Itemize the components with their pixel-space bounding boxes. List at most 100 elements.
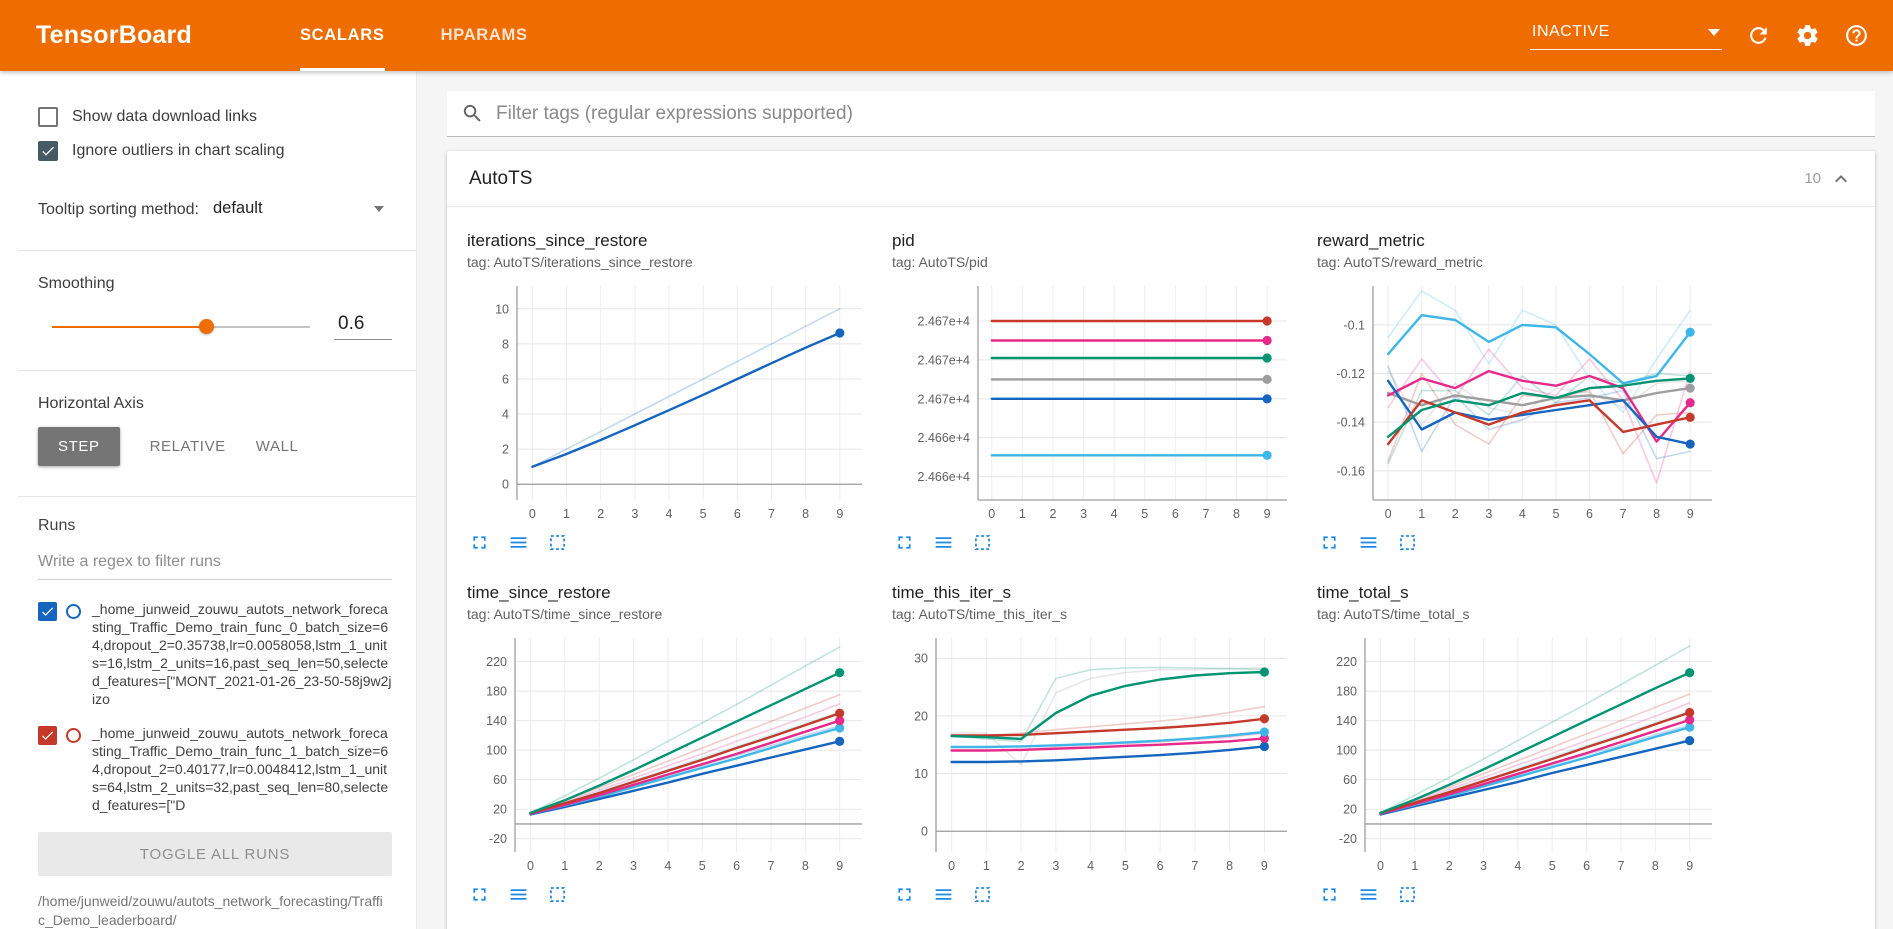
app-header: TensorBoard SCALARS HPARAMS INACTIVE: [0, 0, 1893, 71]
settings-icon[interactable]: [1795, 23, 1820, 48]
status-dropdown[interactable]: INACTIVE: [1530, 21, 1722, 50]
chart-actions: [469, 532, 874, 553]
svg-text:1: 1: [1019, 507, 1026, 521]
data-table-icon[interactable]: [1358, 532, 1379, 553]
svg-text:140: 140: [1336, 714, 1357, 728]
slider-thumb[interactable]: [199, 319, 215, 334]
scalar-chart-card: time_this_iter_s tag: AutoTS/time_this_it…: [892, 583, 1299, 905]
chart-plot[interactable]: -20 20 60 100 140 180 220 0 1 2 3 4 5 6 7 8 9: [467, 626, 874, 882]
chart-plot[interactable]: -20 20 60 100 140 180 220 0 1 2 3 4 5 6 7 8 9: [1317, 626, 1724, 882]
run-checkbox[interactable]: [38, 726, 57, 745]
runs-filter-input[interactable]: [38, 549, 392, 580]
svg-text:0: 0: [988, 507, 995, 521]
divider: [18, 250, 416, 251]
runs-list: _home_junweid_zouwu_autots_network_forec…: [38, 600, 392, 814]
chart-plot[interactable]: 0 2 4 6 8 10 0 1 2 3 4 5 6 7 8 9: [467, 274, 874, 530]
tag-group-title: AutoTS: [469, 167, 533, 189]
run-radio[interactable]: [66, 604, 81, 619]
svg-text:8: 8: [802, 507, 809, 521]
svg-text:4: 4: [1087, 859, 1094, 873]
pin-icon[interactable]: [1397, 884, 1418, 905]
svg-text:7: 7: [1620, 507, 1627, 521]
data-table-icon[interactable]: [933, 884, 954, 905]
svg-text:2: 2: [502, 443, 509, 457]
checkbox-row: Show data download links: [38, 107, 392, 127]
chart-actions: [894, 884, 1299, 905]
fullscreen-icon[interactable]: [1319, 532, 1340, 553]
svg-text:140: 140: [486, 714, 507, 728]
chart-tag: tag: AutoTS/reward_metric: [1317, 254, 1483, 270]
checked-checkbox[interactable]: [38, 141, 58, 161]
smoothing-slider[interactable]: [52, 318, 310, 336]
pin-icon[interactable]: [1397, 532, 1418, 553]
svg-text:9: 9: [836, 859, 843, 873]
pin-icon[interactable]: [972, 532, 993, 553]
svg-text:6: 6: [734, 507, 741, 521]
fullscreen-icon[interactable]: [469, 884, 490, 905]
fullscreen-icon[interactable]: [894, 884, 915, 905]
pin-icon[interactable]: [547, 884, 568, 905]
svg-text:6: 6: [502, 372, 509, 386]
axis-option-step[interactable]: STEP: [38, 427, 120, 466]
run-name: _home_junweid_zouwu_autots_network_forec…: [92, 601, 392, 707]
tag-filter-input[interactable]: [496, 102, 1861, 125]
svg-text:10: 10: [495, 302, 509, 316]
svg-text:0: 0: [502, 478, 509, 492]
svg-text:6: 6: [1157, 859, 1164, 873]
chart-tag: tag: AutoTS/iterations_since_restore: [467, 254, 693, 270]
svg-text:2: 2: [597, 507, 604, 521]
toggle-all-runs-button[interactable]: TOGGLE ALL RUNS: [38, 832, 392, 876]
svg-text:4: 4: [664, 859, 671, 873]
svg-text:2: 2: [1446, 859, 1453, 873]
tooltip-sorting-row: Tooltip sorting method: default: [38, 199, 392, 220]
pin-icon[interactable]: [547, 532, 568, 553]
header-actions: INACTIVE: [1530, 0, 1869, 71]
svg-text:3: 3: [1480, 859, 1487, 873]
fullscreen-icon[interactable]: [894, 532, 915, 553]
tab-hparams[interactable]: HPARAMS: [413, 0, 556, 71]
refresh-icon[interactable]: [1746, 23, 1771, 48]
svg-text:1: 1: [1418, 507, 1425, 521]
axis-option-relative[interactable]: RELATIVE: [150, 427, 226, 466]
svg-text:1: 1: [561, 859, 568, 873]
fullscreen-icon[interactable]: [469, 532, 490, 553]
run-item: _home_junweid_zouwu_autots_network_forec…: [38, 600, 392, 708]
chart-plot[interactable]: 0 10 20 30 0 1 2 3 4 5 6 7 8 9: [892, 626, 1299, 882]
chevron-down-icon: [1708, 28, 1720, 36]
svg-text:3: 3: [631, 507, 638, 521]
tooltip-sorting-select[interactable]: default: [213, 199, 392, 220]
svg-text:7: 7: [1191, 859, 1198, 873]
pin-icon[interactable]: [972, 884, 993, 905]
chart-plot[interactable]: 2.467e+4 2.467e+4 2.467e+4 2.466e+4 2.466e+4…: [892, 274, 1299, 530]
collapse-section-icon[interactable]: [1829, 167, 1853, 191]
fullscreen-icon[interactable]: [1319, 884, 1340, 905]
scalar-chart-card: time_since_restore tag: AutoTS/time_since…: [467, 583, 874, 905]
tab-scalars[interactable]: SCALARS: [272, 0, 413, 71]
help-icon[interactable]: [1844, 23, 1869, 48]
svg-text:180: 180: [1336, 685, 1357, 699]
svg-text:9: 9: [1261, 859, 1268, 873]
svg-text:-0.1: -0.1: [1343, 318, 1365, 332]
svg-text:9: 9: [836, 507, 843, 521]
horizontal-axis-buttons: STEP RELATIVE WALL: [38, 427, 392, 466]
scalar-chart-card: pid tag: AutoTS/pid 2.467e+4 2.467e+4 2.467e…: [892, 231, 1299, 553]
data-table-icon[interactable]: [933, 532, 954, 553]
data-table-icon[interactable]: [508, 532, 529, 553]
content: Show data download links Ignore outliers …: [0, 71, 1893, 929]
chart-plot[interactable]: -0.1 -0.12 -0.14 -0.16 0 1 2 3 4 5 6 7 8 9: [1317, 274, 1724, 530]
unchecked-checkbox[interactable]: [38, 107, 58, 127]
svg-text:20: 20: [1343, 803, 1357, 817]
data-table-icon[interactable]: [1358, 884, 1379, 905]
run-checkbox[interactable]: [38, 602, 57, 621]
data-table-icon[interactable]: [508, 884, 529, 905]
smoothing-value-input[interactable]: 0.6: [334, 313, 392, 340]
svg-text:9: 9: [1264, 507, 1271, 521]
axis-option-wall[interactable]: WALL: [256, 427, 299, 466]
svg-text:7: 7: [768, 507, 775, 521]
run-radio[interactable]: [66, 728, 81, 743]
svg-text:220: 220: [1336, 655, 1357, 669]
svg-text:20: 20: [493, 803, 507, 817]
status-dropdown-value: INACTIVE: [1532, 23, 1610, 40]
svg-text:5: 5: [1122, 859, 1129, 873]
svg-text:8: 8: [1652, 859, 1659, 873]
